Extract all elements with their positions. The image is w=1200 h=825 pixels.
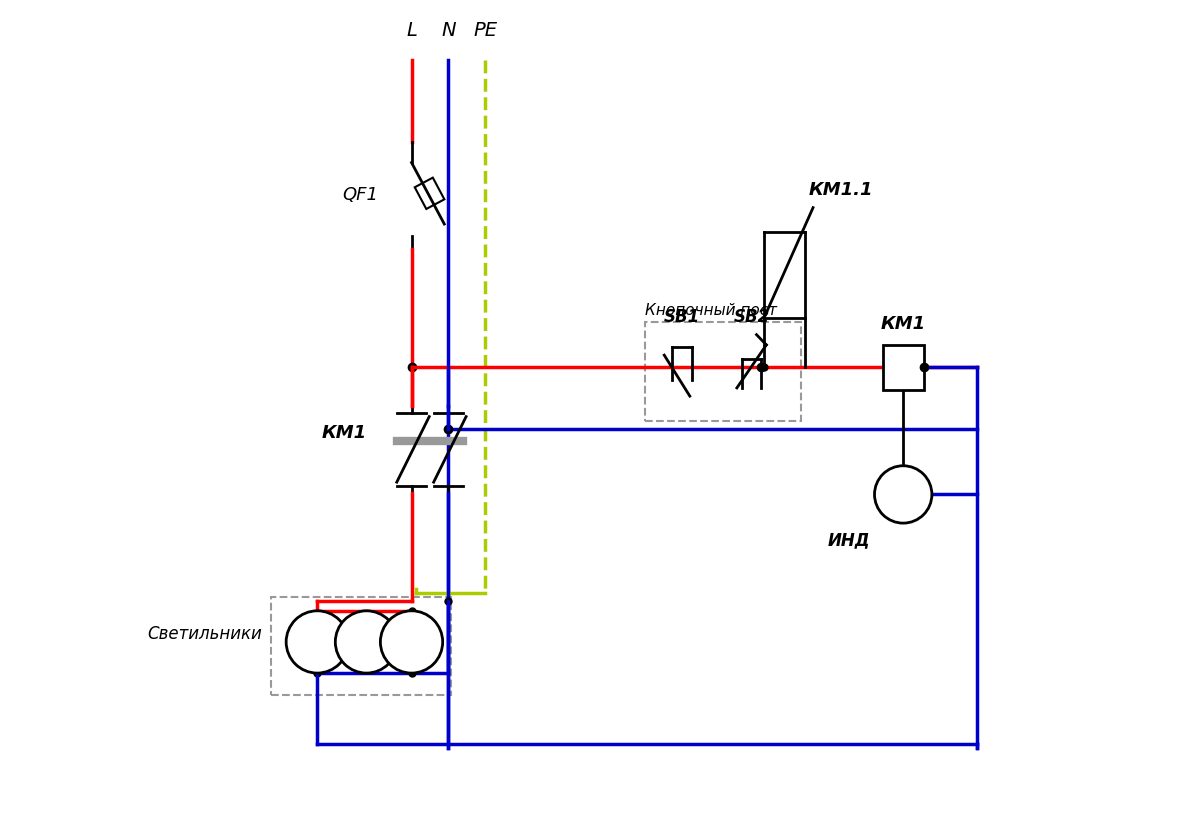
Text: КМ1: КМ1 [881, 314, 925, 332]
Text: КМ1: КМ1 [322, 424, 366, 442]
Bar [883, 345, 924, 390]
Bar [270, 596, 451, 695]
Bar [415, 177, 444, 209]
Circle shape [335, 610, 397, 673]
Circle shape [380, 610, 443, 673]
Text: SB2: SB2 [733, 309, 769, 327]
Bar [646, 323, 800, 421]
Circle shape [286, 610, 348, 673]
Text: Кнопочный пост: Кнопочный пост [646, 304, 778, 318]
Text: N: N [442, 21, 456, 40]
Text: Светильники: Светильники [148, 625, 263, 643]
Text: SB1: SB1 [664, 309, 700, 327]
Text: QF1: QF1 [343, 186, 379, 205]
Text: PE: PE [473, 21, 497, 40]
Text: КМ1.1: КМ1.1 [809, 182, 874, 200]
Circle shape [875, 466, 932, 523]
Text: L: L [406, 21, 416, 40]
Text: ИНД: ИНД [828, 531, 870, 549]
